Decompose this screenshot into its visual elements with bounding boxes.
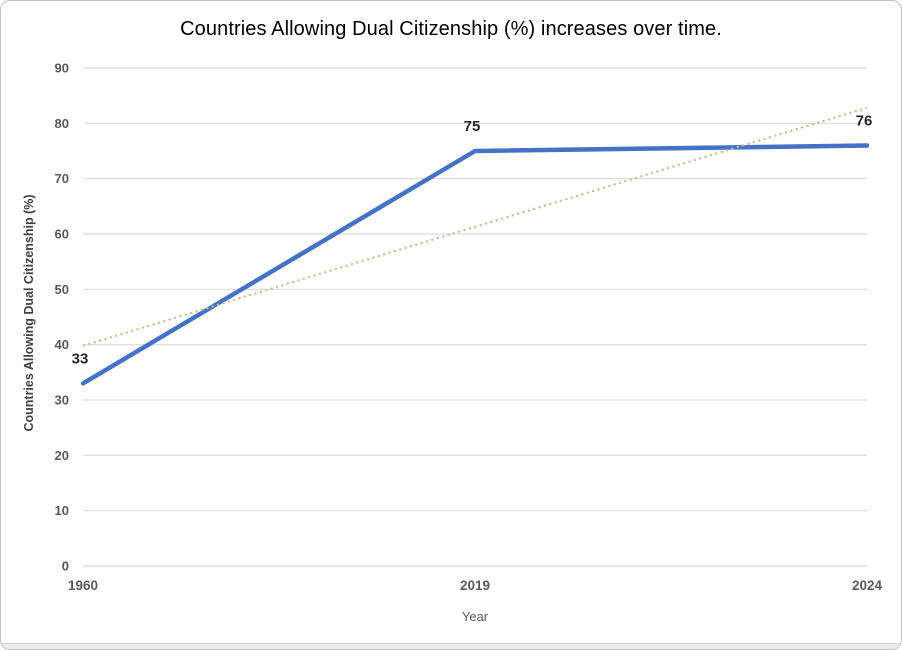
x-axis-title: Year	[461, 609, 489, 624]
y-tick-label: 40	[55, 337, 69, 352]
x-tick-label: 2019	[460, 578, 490, 593]
frame-bottom-edge	[1, 643, 901, 649]
data-label: 75	[464, 118, 481, 135]
y-tick-label: 50	[55, 282, 69, 297]
y-tick-label: 70	[55, 171, 69, 186]
y-tick-label: 0	[62, 559, 69, 574]
y-tick-label: 30	[55, 393, 69, 408]
series-line	[80, 143, 870, 386]
data-label: 76	[856, 113, 873, 130]
x-tick-label: 2024	[852, 578, 883, 593]
x-tick-label: 1960	[68, 578, 98, 593]
y-tick-label: 10	[55, 503, 69, 518]
trendline	[82, 106, 868, 347]
y-tick-label: 90	[55, 61, 69, 76]
chart-title: Countries Allowing Dual Citizenship (%) …	[180, 18, 722, 40]
y-tick-label: 60	[55, 227, 69, 242]
y-tick-label: 20	[55, 448, 69, 463]
y-tick-label: 80	[55, 116, 69, 131]
data-label: 33	[72, 350, 89, 367]
